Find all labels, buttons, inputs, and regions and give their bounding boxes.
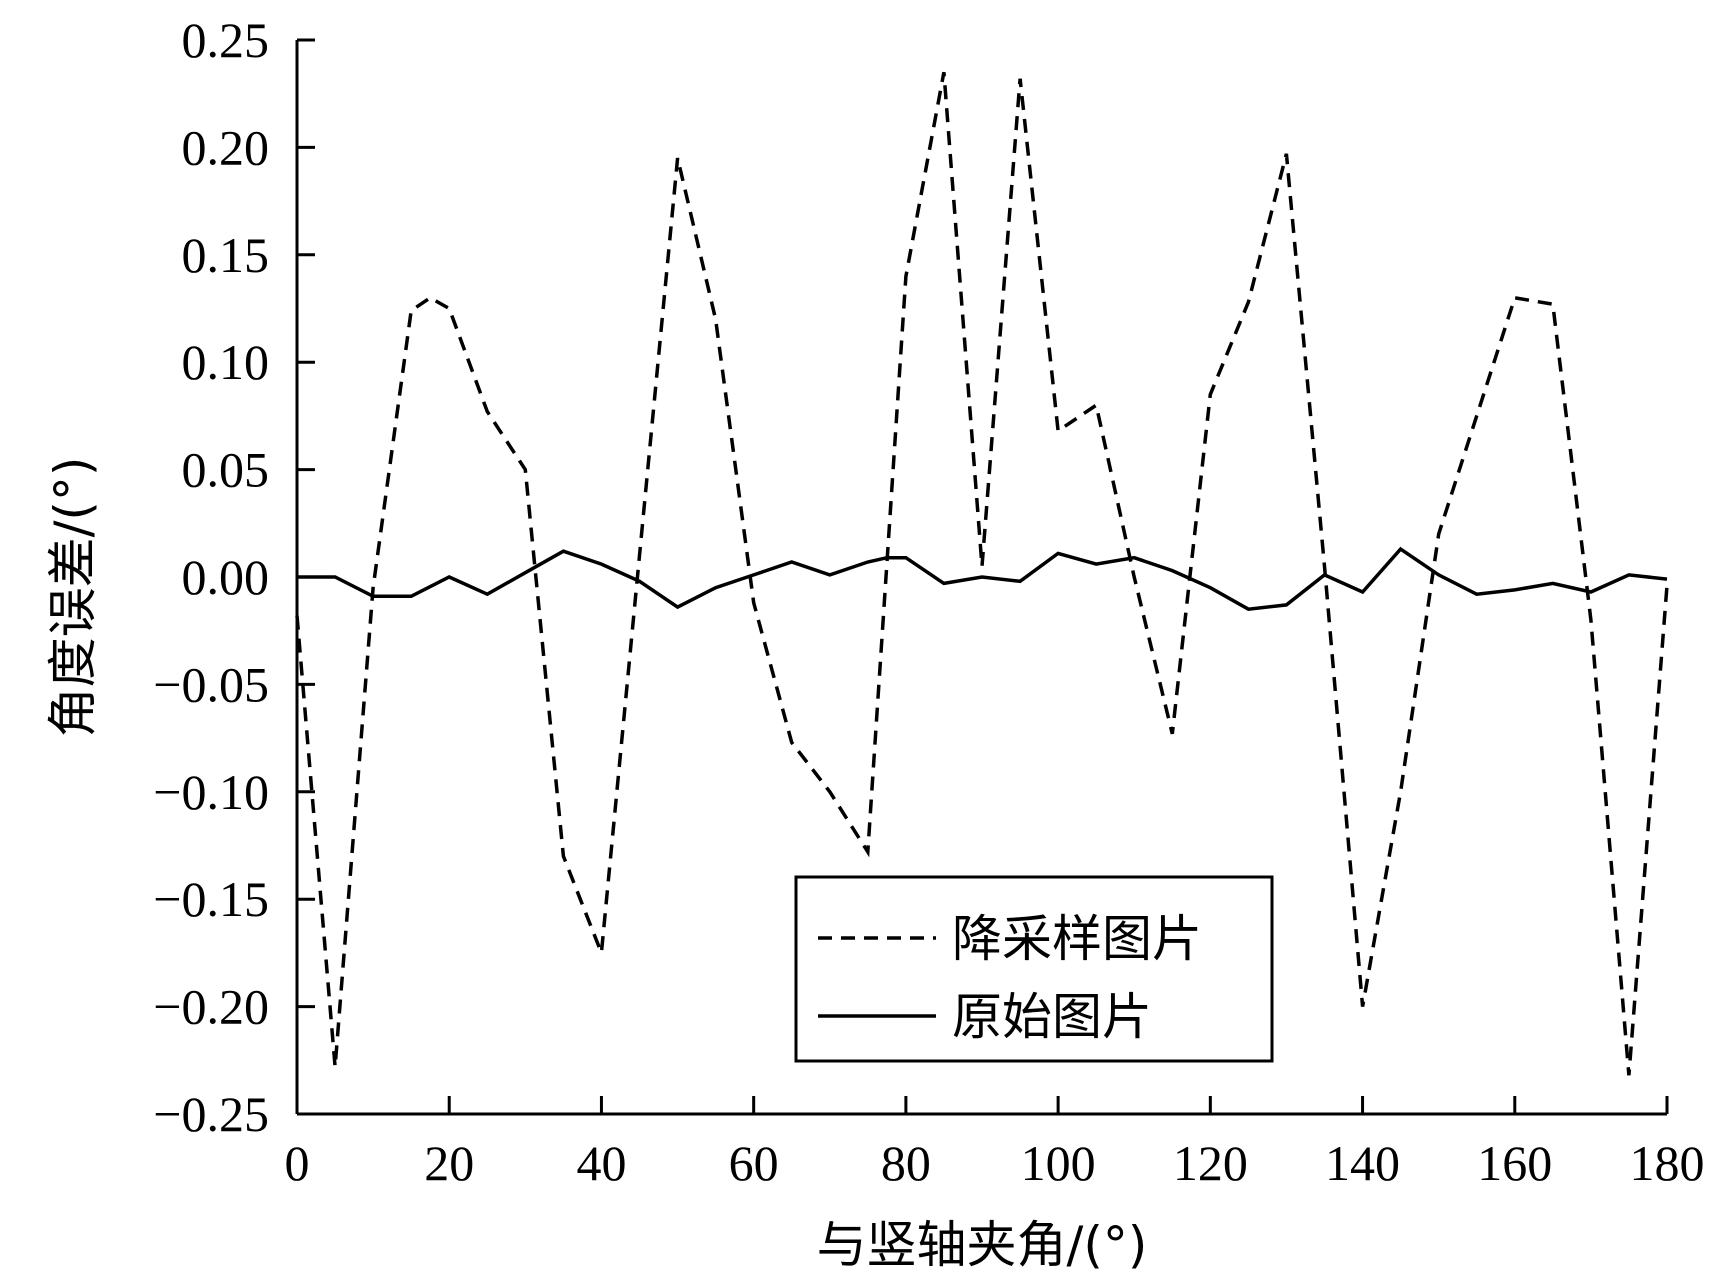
y-tick-label: 0.10 bbox=[182, 334, 270, 390]
y-tick-label: −0.20 bbox=[153, 979, 269, 1035]
y-tick-label: −0.10 bbox=[153, 764, 269, 820]
series-line-original bbox=[297, 546, 1668, 612]
legend: 降采样图片 原始图片 bbox=[794, 875, 1274, 1063]
y-tick-label: 0.25 bbox=[182, 12, 270, 68]
ticks-layer: 0.25 0.20 0.15 0.10 0.05 0.00 −0.05 −0.10 −0.15 −… bbox=[153, 12, 1704, 1191]
y-tick-label: 0.15 bbox=[182, 227, 270, 283]
y-tick-label: −0.15 bbox=[153, 871, 269, 927]
y-tick-label: 0.05 bbox=[182, 442, 270, 498]
x-tick-label: 40 bbox=[576, 1135, 626, 1191]
x-tick-label: 0 bbox=[285, 1135, 310, 1191]
series-layer bbox=[295, 71, 1669, 1076]
x-tick-label: 140 bbox=[1325, 1135, 1400, 1191]
x-tick-label: 80 bbox=[881, 1135, 931, 1191]
series-line-downsampled bbox=[295, 71, 1669, 1076]
y-tick-label: 0.00 bbox=[182, 549, 270, 605]
x-axis-title: 与竖轴夹角/(°) bbox=[817, 1216, 1148, 1274]
legend-box bbox=[794, 875, 1274, 1063]
legend-label-original: 原始图片 bbox=[952, 988, 1152, 1046]
x-tick-label: 20 bbox=[424, 1135, 474, 1191]
x-tick-label: 100 bbox=[1021, 1135, 1096, 1191]
y-tick-label: −0.05 bbox=[153, 656, 269, 712]
x-tick-label: 180 bbox=[1630, 1135, 1705, 1191]
y-axis-title: 角度误差/(°) bbox=[44, 457, 102, 738]
legend-label-downsampled: 降采样图片 bbox=[952, 910, 1202, 968]
x-tick-label: 60 bbox=[729, 1135, 779, 1191]
y-tick-label: 0.20 bbox=[182, 119, 270, 175]
x-tick-label: 160 bbox=[1477, 1135, 1552, 1191]
x-tick-label: 120 bbox=[1173, 1135, 1248, 1191]
y-tick-label: −0.25 bbox=[153, 1086, 269, 1142]
